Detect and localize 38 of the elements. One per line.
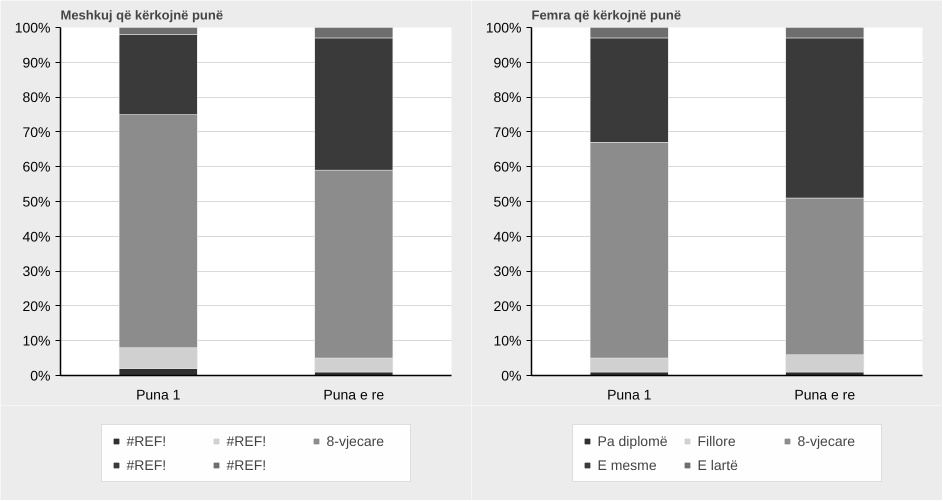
legend-label: #REF! bbox=[126, 432, 168, 448]
y-tick-label: 30% bbox=[22, 263, 51, 280]
y-tick-label: 40% bbox=[493, 228, 522, 244]
y-tick-label: 60% bbox=[22, 158, 51, 175]
legend-label: E mesme bbox=[598, 456, 658, 472]
legend-label: Pa diplomë bbox=[598, 432, 669, 448]
y-tick-label: 10% bbox=[22, 332, 51, 349]
legend-label: 8-vjecare bbox=[798, 432, 856, 448]
legend-label: #REF! bbox=[226, 432, 268, 448]
y-tick-label: 80% bbox=[493, 89, 522, 106]
y-tick-label: 20% bbox=[493, 298, 522, 314]
legend-label: #REF! bbox=[226, 456, 268, 472]
x-tick-label: Puna e re bbox=[323, 386, 384, 402]
y-tick-label: 70% bbox=[22, 124, 51, 140]
chart-title: Meshkuj që kërkojnë punë bbox=[60, 8, 224, 22]
y-tick-label: 40% bbox=[22, 228, 51, 244]
x-tick-label: Puna 1 bbox=[607, 386, 652, 402]
y-tick-label: 0% bbox=[501, 368, 522, 384]
x-tick-label: Puna e re bbox=[794, 386, 856, 402]
y-tick-label: 0% bbox=[30, 368, 50, 384]
legend-label: 8-vjecare bbox=[326, 432, 386, 448]
y-tick-label: 100% bbox=[14, 20, 51, 36]
y-tick-label: 20% bbox=[22, 298, 51, 314]
chart-title: Femra që kërkojnë punë bbox=[532, 8, 682, 22]
y-tick-label: 90% bbox=[493, 54, 522, 70]
y-tick-label: 100% bbox=[486, 20, 522, 36]
y-tick-label: 30% bbox=[493, 263, 522, 280]
y-tick-label: 70% bbox=[493, 124, 522, 140]
y-tick-label: 50% bbox=[493, 194, 522, 210]
legend-label: Fillore bbox=[698, 432, 737, 448]
legend-label: #REF! bbox=[126, 456, 168, 472]
legend-label: E lartë bbox=[698, 456, 739, 472]
y-tick-label: 80% bbox=[22, 89, 51, 106]
y-tick-label: 90% bbox=[22, 54, 51, 70]
y-tick-label: 60% bbox=[493, 158, 522, 175]
x-tick-label: Puna 1 bbox=[136, 386, 181, 402]
y-tick-label: 50% bbox=[22, 194, 51, 210]
y-tick-label: 10% bbox=[493, 332, 522, 349]
